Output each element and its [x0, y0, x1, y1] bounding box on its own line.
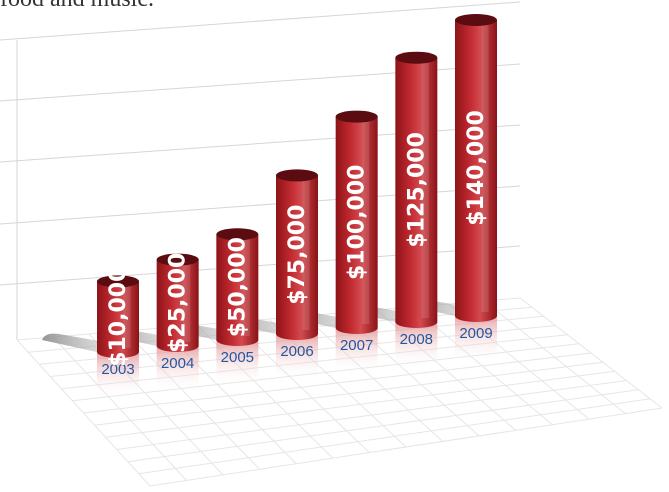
bar-reflection-2009 [455, 316, 497, 362]
value-labels: $10,000 $25,000 $50,000 $75,000 $100,000 $125… [106, 110, 489, 367]
year-labels: 2003 2004 2005 2006 2007 2008 2009 [101, 325, 492, 378]
year-label-2003: 2003 [101, 361, 134, 378]
value-label-2003: $10,000 [106, 267, 131, 367]
bar-reflection-2005 [216, 340, 259, 386]
floor-grid-line [94, 361, 603, 426]
bar-2004 [156, 259, 199, 352]
value-label-2006: $75,000 [285, 205, 310, 305]
year-label-2008: 2008 [400, 331, 433, 348]
value-label-2004: $25,000 [166, 253, 191, 353]
value-label-2005: $50,000 [225, 237, 250, 337]
bar-highlight-2003 [123, 285, 131, 348]
floor-grid-line [149, 407, 663, 487]
bar-2007 [335, 116, 378, 334]
bar-reflection-2007 [335, 328, 378, 374]
bar-highlight-2007 [361, 120, 370, 324]
back-wall-grid [0, 1, 521, 340]
bar-highlight-2006 [302, 179, 310, 330]
floor-grid-line [83, 352, 592, 414]
grid-line-4 [0, 185, 521, 225]
bar-2008 [395, 57, 438, 328]
bar-reflection-2006 [276, 334, 318, 380]
grid-line-1 [0, 1, 521, 41]
bar-top-2005 [216, 228, 259, 241]
bar-highlight-2005 [242, 238, 250, 336]
bar-top-2004 [156, 253, 199, 266]
bar-top-2008 [395, 51, 438, 64]
bar-reflection-2004 [156, 346, 199, 392]
bar-highlight-2004 [182, 263, 191, 342]
grid-line-2 [0, 63, 521, 102]
grid-line-5 [0, 245, 521, 286]
year-label-2005: 2005 [221, 349, 254, 366]
caption-text: food and music. [0, 0, 154, 13]
bar-2005 [216, 234, 259, 346]
year-label-2007: 2007 [340, 337, 373, 354]
bar-reflection-2003 [97, 352, 139, 398]
bars [97, 14, 497, 358]
bar-2006 [276, 175, 318, 340]
year-label-2009: 2009 [459, 325, 492, 342]
bar-top-2007 [335, 110, 378, 123]
floor-grid-line [138, 398, 651, 475]
year-label-2004: 2004 [161, 355, 194, 372]
floor-grid-line [72, 343, 580, 402]
value-label-2008: $125,000 [404, 132, 429, 248]
floor-grid-line [127, 389, 639, 463]
bar-2003 [97, 281, 139, 358]
bar-top-2009 [455, 14, 497, 26]
floor-grid-line [116, 380, 627, 450]
bar-reflections [97, 316, 497, 398]
value-label-2009: $140,000 [464, 110, 489, 226]
bar-top-2003 [97, 275, 139, 288]
bar-top-2006 [276, 169, 318, 182]
bar-highlight-2009 [481, 24, 489, 312]
value-label-2007: $100,000 [345, 165, 370, 281]
bar-2009 [455, 20, 497, 322]
bar-highlight-2008 [421, 61, 429, 318]
grid-line-3 [0, 124, 521, 163]
bar-reflection-2008 [395, 322, 438, 368]
year-label-2006: 2006 [280, 343, 313, 360]
floor-grid-line [105, 370, 615, 438]
